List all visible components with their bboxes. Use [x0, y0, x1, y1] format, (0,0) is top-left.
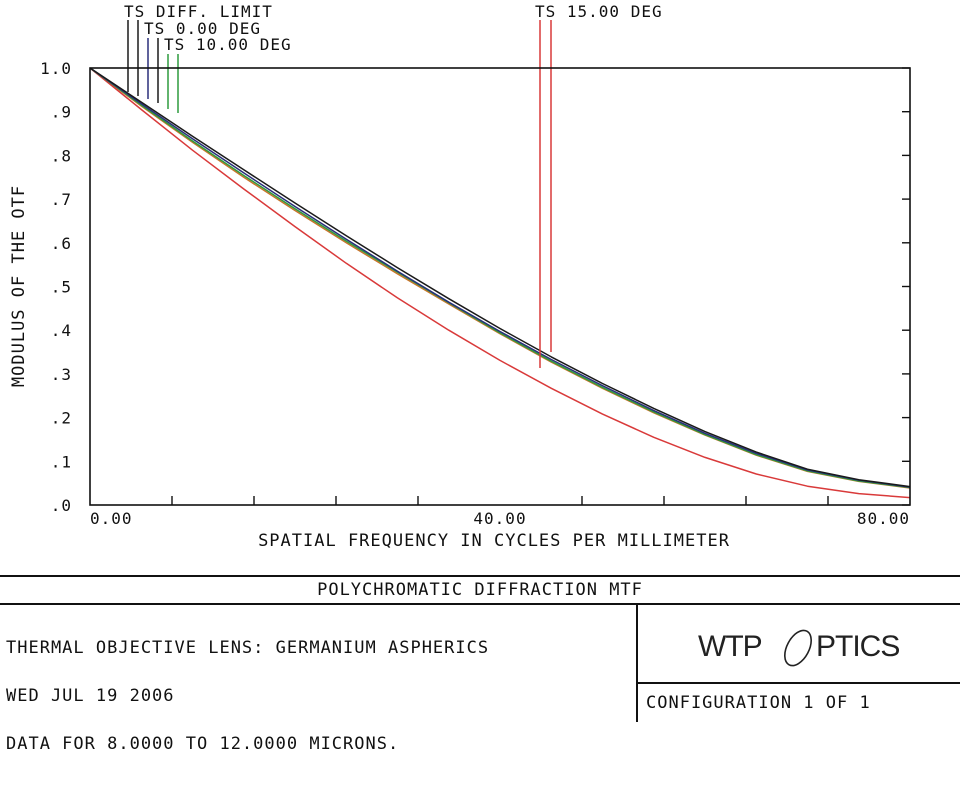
logo-o-mark [784, 629, 812, 667]
y-axis-label: MODULUS OF THE OTF [9, 185, 29, 387]
company-logo: WTP PTICS [698, 624, 928, 674]
logo-panel: WTP PTICS CONFIGURATION 1 OF 1 [636, 604, 960, 722]
y-tick-label: .3 [51, 365, 72, 384]
y-tick-label: .4 [51, 321, 72, 340]
logo-text-right: PTICS [816, 630, 900, 663]
y-tick-label: .1 [51, 452, 72, 471]
plot-frame [89, 67, 911, 506]
x-axis-label: SPATIAL FREQUENCY IN CYCLES PER MILLIMET… [258, 531, 730, 551]
logo-text-left: WTP [698, 630, 763, 663]
legend-label: TS 15.00 DEG [535, 2, 663, 21]
y-tick-label: .2 [51, 409, 72, 428]
legend-label: TS 10.00 DEG [164, 35, 292, 54]
x-tick-label: 40.00 [473, 509, 526, 528]
y-tick-label: .0 [51, 496, 72, 515]
configuration-label: CONFIGURATION 1 OF 1 [638, 682, 960, 722]
y-tick-label: .7 [51, 190, 72, 209]
lens-info: THERMAL OBJECTIVE LENS: GERMANIUM ASPHER… [6, 608, 489, 784]
series-line-ts-15-00-deg [89, 67, 911, 499]
mtf-chart: .0 .1 .2 .3 .4 .5 .6 .7 .8 .9 1.0 0.00 40.00 80.00 TS… [9, 2, 911, 551]
y-tick-label: 1.0 [40, 59, 72, 78]
plot-date: WED JUL 19 2006 [6, 686, 175, 706]
y-tick-label: .6 [51, 234, 72, 253]
y-tick-label: .8 [51, 146, 72, 165]
lens-description: THERMAL OBJECTIVE LENS: GERMANIUM ASPHER… [6, 638, 490, 658]
legend-label: TS 0.00 DEG [144, 19, 261, 38]
plot-title: POLYCHROMATIC DIFFRACTION MTF [0, 577, 960, 605]
legend-label: TS DIFF. LIMIT [124, 2, 273, 21]
x-tick-label: 0.00 [90, 509, 133, 528]
x-tick-label: 80.00 [857, 509, 910, 528]
y-tick-label: .9 [51, 103, 72, 122]
title-block: POLYCHROMATIC DIFFRACTION MTF THERMAL OB… [0, 575, 960, 753]
series-line-ts-10-00-deg [89, 67, 911, 489]
y-tick-label: .5 [51, 278, 72, 297]
series-line-unlabeled [89, 67, 911, 489]
series-lines [89, 67, 911, 499]
series-line-ts-0-00-deg [89, 67, 911, 488]
wavelength-range: DATA FOR 8.0000 TO 12.0000 MICRONS. [6, 734, 400, 754]
series-line-ts-diff-limit [89, 67, 911, 488]
tick-layer: .0 .1 .2 .3 .4 .5 .6 .7 .8 .9 1.0 0.00 40.00 80.00 [40, 59, 910, 528]
